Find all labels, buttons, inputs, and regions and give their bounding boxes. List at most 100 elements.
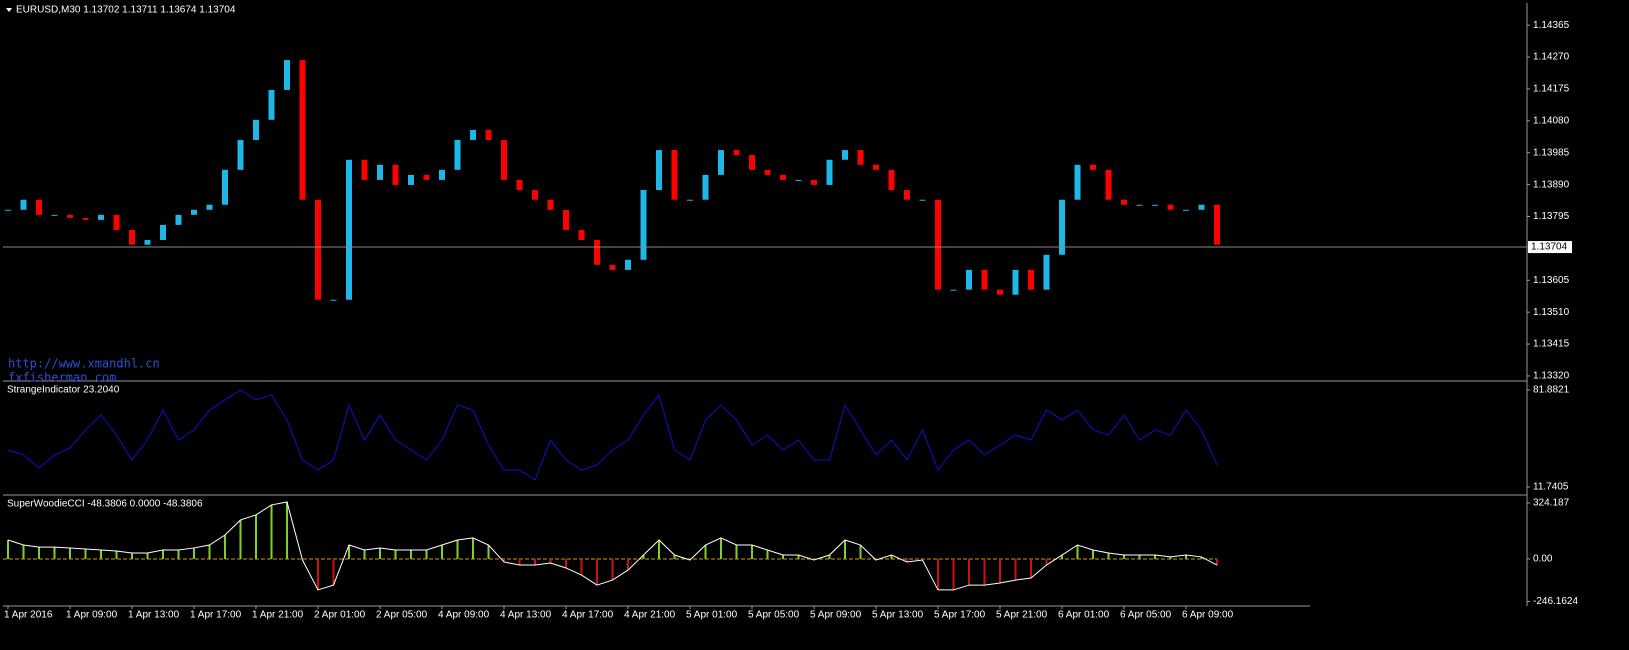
candle-body	[268, 89, 275, 120]
cci-line	[7, 501, 1218, 591]
indicator-title: StrangeIndicator 23.2040	[7, 385, 120, 396]
candle-body	[361, 159, 368, 180]
current-price-label: 1.13704	[1531, 242, 1568, 253]
candle-body	[470, 129, 476, 140]
candle-body	[1214, 204, 1220, 245]
candle-body	[516, 179, 523, 190]
x-tick-label: 4 Apr 17:00	[562, 610, 614, 621]
candle-body	[253, 119, 259, 140]
candle-body	[346, 159, 352, 300]
candle-body	[780, 174, 786, 180]
candle-body	[532, 189, 538, 200]
candle-body	[82, 217, 89, 220]
x-tick-label: 1 Apr 17:00	[190, 610, 242, 621]
candle-body	[237, 139, 244, 170]
y-tick-label: 1.14270	[1533, 52, 1570, 63]
candle-body	[1090, 164, 1096, 170]
candle-body	[330, 299, 337, 301]
candle-body	[423, 174, 430, 180]
candle-body	[950, 289, 957, 291]
candle-body	[1105, 169, 1112, 200]
candle-body	[919, 199, 926, 201]
x-tick-label: 2 Apr 01:00	[314, 610, 366, 621]
x-tick-label: 2 Apr 05:00	[376, 610, 428, 621]
y-tick-label: -246.1624	[1533, 596, 1578, 607]
y-tick-label: 1.13605	[1533, 275, 1570, 286]
y-tick-label: 1.13985	[1533, 147, 1570, 158]
candle-body	[98, 214, 104, 220]
candle-body	[392, 164, 399, 185]
candle-body	[501, 139, 507, 180]
x-tick-label: 4 Apr 09:00	[438, 610, 490, 621]
candle-body	[1028, 269, 1034, 290]
y-tick-label: 324.187	[1533, 498, 1570, 509]
candle-body	[563, 209, 569, 230]
candle-body	[299, 60, 306, 200]
x-tick-label: 5 Apr 05:00	[748, 610, 800, 621]
candle-body	[454, 139, 461, 170]
x-tick-label: 6 Apr 01:00	[1058, 610, 1110, 621]
x-tick-label: 5 Apr 17:00	[934, 610, 986, 621]
candle-body	[160, 224, 166, 241]
candle-body	[36, 199, 42, 215]
indicator-line	[7, 389, 1218, 481]
candle-body	[888, 169, 895, 190]
candle-body	[129, 229, 135, 245]
candle-body	[795, 179, 802, 181]
candle-body	[113, 214, 120, 230]
y-tick-label: 1.13415	[1533, 339, 1570, 350]
candle-body	[377, 164, 383, 180]
indicator-title: SuperWoodieCCI -48.3806 0.0000 -48.3806	[7, 499, 203, 510]
y-tick-label: 0.00	[1533, 554, 1553, 565]
y-tick-label: 1.13795	[1533, 211, 1570, 222]
candle-body	[1136, 204, 1143, 206]
x-tick-label: 4 Apr 13:00	[500, 610, 552, 621]
candle-body	[935, 199, 941, 290]
candle-body	[485, 129, 492, 140]
x-tick-label: 4 Apr 21:00	[624, 610, 676, 621]
candle-body	[966, 269, 972, 290]
x-tick-label: 1 Apr 13:00	[128, 610, 180, 621]
x-tick-label: 1 Apr 2016	[4, 610, 53, 621]
x-tick-label: 5 Apr 21:00	[996, 610, 1048, 621]
candle-body	[1183, 209, 1189, 211]
candle-body	[733, 150, 740, 156]
candle-body	[826, 159, 833, 185]
x-tick-label: 5 Apr 09:00	[810, 610, 862, 621]
candle-body	[1198, 204, 1205, 210]
candle-body	[222, 169, 228, 205]
candle-body	[640, 189, 647, 260]
candle-body	[857, 150, 864, 165]
candle-body	[656, 150, 662, 190]
watermark: http://www.xmandhl.cn	[8, 357, 160, 371]
candle-body	[1167, 204, 1174, 210]
y-tick-label: 1.13510	[1533, 307, 1570, 318]
candle-body	[1059, 199, 1065, 255]
candle-body	[609, 264, 616, 270]
y-tick-label: 1.14175	[1533, 84, 1570, 95]
candle-body	[315, 199, 321, 300]
candle-body	[594, 240, 600, 265]
candle-body	[206, 204, 213, 210]
candle-body	[1152, 204, 1158, 206]
y-tick-label: 11.7405	[1533, 482, 1569, 493]
x-tick-label: 5 Apr 01:00	[686, 610, 738, 621]
watermark: fxfisherman.com	[8, 371, 116, 385]
x-tick-label: 5 Apr 13:00	[872, 610, 924, 621]
candle-body	[811, 179, 817, 185]
candle-body	[5, 209, 11, 211]
candle-body	[718, 150, 724, 175]
x-tick-label: 1 Apr 21:00	[252, 610, 304, 621]
candle-body	[284, 60, 290, 90]
candle-body	[439, 169, 445, 180]
candle-body	[625, 259, 631, 270]
candle-body	[1121, 199, 1127, 205]
candle-body	[764, 169, 771, 175]
y-tick-label: 1.13320	[1533, 371, 1570, 382]
candle-body	[981, 269, 988, 290]
menu-triangle[interactable]	[6, 8, 12, 12]
x-tick-label: 1 Apr 09:00	[66, 610, 118, 621]
